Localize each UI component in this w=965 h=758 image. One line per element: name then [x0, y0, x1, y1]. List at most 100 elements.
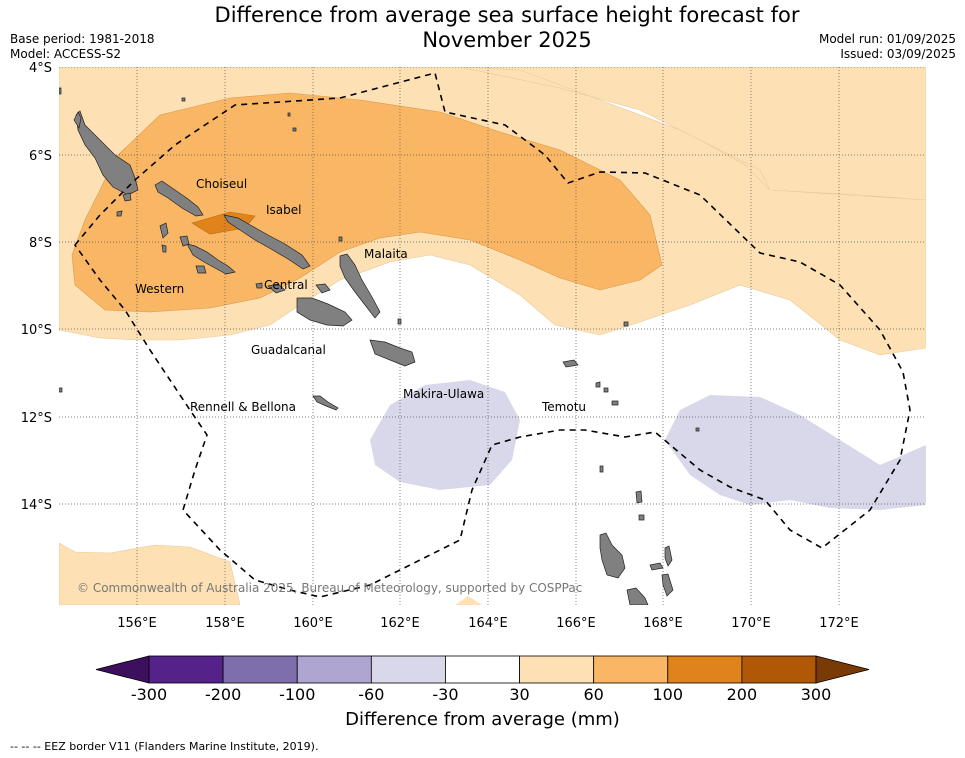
lon-label: 158°E	[205, 616, 245, 631]
island-small-5	[695, 427, 700, 432]
island-makira	[369, 339, 416, 367]
island-ranongga	[161, 244, 167, 253]
lat-label: 8°S	[29, 236, 52, 251]
island-banks	[635, 490, 643, 504]
colorbar-tick-label: -60	[358, 685, 384, 704]
island-utupua	[611, 400, 619, 406]
islands	[59, 87, 700, 605]
island-maewo	[664, 545, 673, 567]
region-label-isabel: Isabel	[266, 203, 301, 217]
colorbar-arrow-min	[95, 655, 150, 684]
colorbar-segment	[296, 655, 372, 684]
lon-label: 162°E	[380, 616, 420, 631]
lon-label: 160°E	[293, 616, 333, 631]
island-small-3	[181, 97, 186, 102]
anomaly-neg30-neg60-patch-west	[370, 380, 520, 490]
lat-label: 14°S	[21, 498, 52, 513]
region-label-choiseul: Choiseul	[196, 177, 247, 191]
lon-label: 156°E	[117, 616, 157, 631]
colorbar-tick-label: -100	[279, 685, 315, 704]
base-period-text: Base period: 1981-2018	[10, 32, 155, 46]
region-label-malaita: Malaita	[364, 247, 408, 261]
copyright-text: © Commonwealth of Australia 2025, Bureau…	[77, 581, 582, 595]
island-small-malaita	[315, 283, 331, 294]
colorbar-tick-label: 60	[583, 685, 603, 704]
island-guadalcanal	[296, 297, 353, 327]
island-vanikoro	[603, 387, 609, 393]
region-label-guadalcanal: Guadalcanal	[251, 343, 326, 357]
colorbar-segment	[741, 655, 817, 684]
island-kolombangara	[179, 235, 190, 247]
map-area: Choiseul Isabel Malaita Western Central …	[59, 67, 926, 605]
island-ulawa	[397, 318, 402, 325]
colorbar-tick-label: -200	[205, 685, 241, 704]
eez-footnote: -- -- -- EEZ border V11 (Flanders Marine…	[10, 740, 319, 753]
colorbar-tick-label: 30	[509, 685, 529, 704]
island-espiritu-santo	[599, 532, 626, 579]
map-title: Difference from average sea surface heig…	[214, 3, 800, 52]
lon-label: 172°E	[819, 616, 859, 631]
island-new-georgia	[186, 243, 236, 275]
eez-border	[73, 72, 911, 598]
lat-label: 6°S	[29, 149, 52, 164]
lat-label: 4°S	[29, 61, 52, 76]
metadata-left: Base period: 1981-2018 Model: ACCESS-S2	[10, 32, 155, 62]
colorbar-segment	[519, 655, 595, 684]
issued-text: Issued: 03/09/2025	[840, 47, 956, 61]
island-small-2	[292, 127, 297, 132]
island-pentecost	[661, 573, 674, 597]
anomaly-60-100-region	[71, 92, 663, 313]
colorbar-segment	[667, 655, 743, 684]
island-rendova	[195, 265, 207, 274]
colorbar-segment	[222, 655, 298, 684]
colorbar-tick-label: 300	[801, 685, 832, 704]
island-ontong-java	[338, 236, 343, 242]
colorbar-segment	[445, 655, 520, 684]
metadata-right: Model run: 01/09/2025 Issued: 03/09/2025	[819, 32, 956, 62]
model-run-text: Model run: 01/09/2025	[818, 32, 956, 46]
anomaly-30-60-south-west	[59, 542, 241, 605]
colorbar-title: Difference from average (mm)	[345, 709, 620, 730]
longitude-labels: 156°E 158°E 160°E 162°E 164°E 166°E 168°…	[117, 616, 859, 631]
island-isabel	[223, 214, 311, 270]
island-nendo	[562, 359, 579, 368]
island-malekula	[626, 587, 649, 605]
colorbar-tick-label: -30	[432, 685, 458, 704]
anomaly-30-60-south-center	[455, 596, 482, 605]
colorbar-arrow-max	[815, 655, 870, 684]
region-label-temotu: Temotu	[541, 400, 586, 414]
island-bougainville	[75, 110, 139, 196]
island-banks-2	[638, 514, 645, 521]
lat-label: 12°S	[21, 411, 52, 426]
island-vella-lavella	[159, 222, 169, 239]
lon-label: 168°E	[643, 616, 683, 631]
model-text: Model: ACCESS-S2	[10, 47, 122, 61]
island-west-edge	[59, 387, 63, 393]
region-label-rennell-bellona: Rennell & Bellona	[190, 400, 296, 414]
island-small-4	[623, 321, 629, 327]
region-label-central: Central	[264, 278, 308, 292]
colorbar-segment	[370, 655, 446, 684]
island-florida	[267, 283, 286, 294]
island-reef-islands	[595, 381, 601, 388]
island-bismarck	[59, 87, 62, 95]
island-rennell	[312, 395, 339, 411]
island-small-1	[287, 112, 291, 117]
gridlines	[59, 67, 926, 605]
latitude-labels: 4°S 6°S 8°S 10°S 12°S 14°S	[21, 61, 52, 513]
island-ambae	[649, 562, 664, 571]
region-label-western: Western	[135, 282, 184, 296]
anomaly-neg30-neg60-patch-east	[665, 395, 926, 510]
lon-label: 170°E	[731, 616, 771, 631]
lon-label: 166°E	[556, 616, 596, 631]
lat-label: 10°S	[21, 323, 52, 338]
island-treasury	[122, 192, 132, 202]
region-label-makira-ulawa: Makira-Ulawa	[403, 387, 484, 401]
colorbar-tick-label: 200	[727, 685, 758, 704]
island-shortland	[116, 210, 123, 217]
island-malaita	[339, 253, 381, 319]
colorbar-segment	[593, 655, 669, 684]
island-russell	[255, 282, 263, 289]
island-torres	[599, 465, 604, 473]
colorbar-tick-label: -300	[131, 685, 167, 704]
